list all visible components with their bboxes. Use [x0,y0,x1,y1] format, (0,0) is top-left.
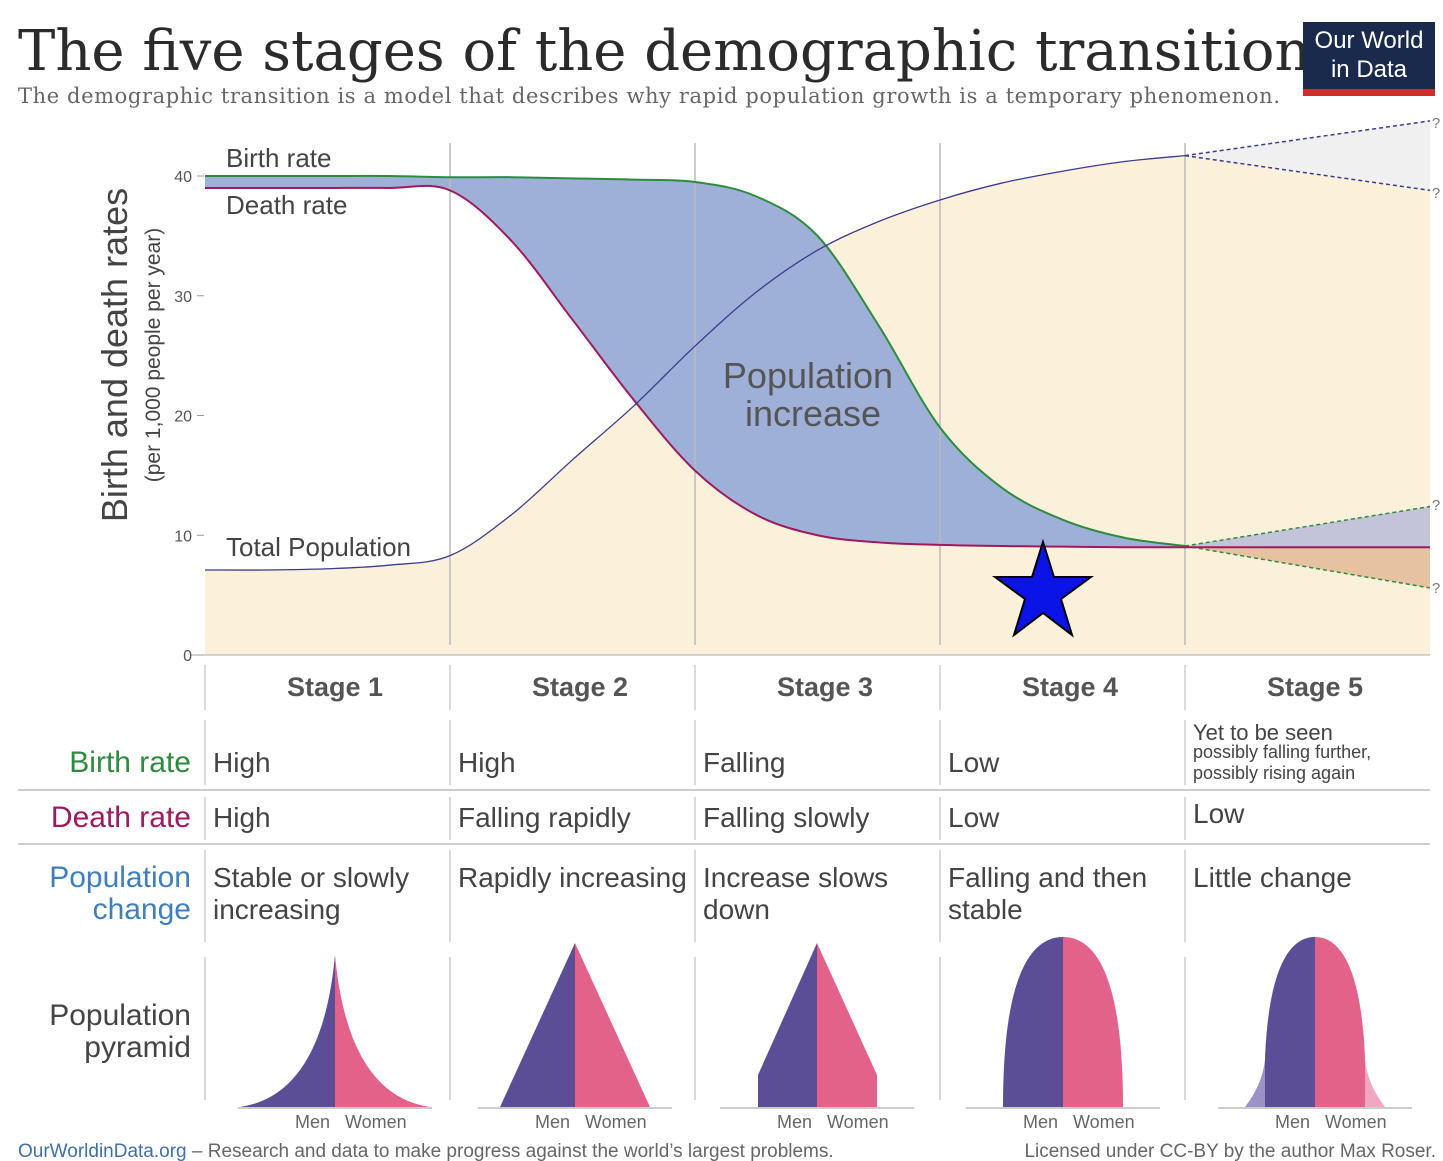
stage5-increase-area [1185,506,1430,548]
pyramid-label: Men [1023,1112,1058,1132]
y-tick-label: 40 [174,169,192,186]
stage-header: Stage 2 [532,672,628,702]
logo-text: in Data [1331,56,1408,83]
stage-header: Stage 5 [1267,672,1363,702]
row-label: Population [49,861,191,894]
y-tick-label: 30 [174,289,192,306]
stage-header: Stage 3 [777,672,873,702]
question-mark: ? [1432,497,1440,514]
y-tick-label: 20 [174,409,192,426]
pyramid-label: Women [585,1112,647,1132]
pyramid-men [240,955,335,1107]
title: The five stages of the demographic trans… [18,19,1311,84]
annotation: increase [745,393,881,434]
pyramids [240,937,1385,1107]
question-mark: ? [1432,115,1440,132]
logo-box [1303,22,1435,96]
pyramid-label: Women [1325,1112,1387,1132]
table-cell: possibly falling further, [1193,742,1371,762]
plot: 0 10 20 30 40 Birth and death rates (per 1,000… [94,115,1440,665]
pyramid-men [1265,937,1315,1107]
table-cell: Falling [703,747,785,778]
table-cell: Low [948,802,1000,833]
pyramid-label: Men [777,1112,812,1132]
row-label: Population [49,999,191,1032]
projection-line [1184,154,1431,192]
table-cell: Stable or slowly [213,862,409,893]
population-uncertainty-area [1185,120,1430,191]
table-cell: possibly rising again [1193,763,1355,783]
pyramid-label: Men [1275,1112,1310,1132]
table-cell: Rapidly increasing [458,862,687,893]
series-label: Total Population [226,532,411,562]
pyramid-women [1315,937,1365,1107]
table-cell: Increase slows [703,862,888,893]
pyramid-women [335,955,430,1107]
table-cell: Low [1193,798,1245,829]
question-mark: ? [1432,580,1440,597]
y-tick-label: 0 [183,648,192,665]
projection-line [1184,505,1431,547]
annotation: Population [723,355,893,396]
pyramid-men [500,943,575,1107]
series-line [204,174,1186,548]
table-cell: Little change [1193,862,1352,893]
table-cell: Low [948,747,1000,778]
table-cell: stable [948,894,1023,925]
row-label: pyramid [84,1031,191,1064]
y-tick-label: 10 [174,528,192,545]
footer-site: OurWorldinData.org [18,1141,187,1161]
stage-header: Stage 1 [287,672,383,702]
pyramid-label: Women [827,1112,889,1132]
question-mark: ? [1432,185,1440,202]
footer-left: OurWorldinData.org – Research and data t… [18,1141,834,1161]
pyramid-label: Men [295,1112,330,1132]
footer-license: Licensed under CC-BY by the author Max R… [1024,1141,1436,1161]
pyramid-label: Men [535,1112,570,1132]
table-cell: increasing [213,894,341,925]
table-cell: High [458,747,516,778]
star-marker [991,538,1095,638]
series-label: Birth rate [226,143,332,173]
table-cell: High [213,747,271,778]
pyramid-label: Women [1073,1112,1135,1132]
pyramid-label: Women [345,1112,407,1132]
pyramid-women [1063,937,1123,1107]
logo-text: Our World [1315,27,1424,54]
row-label: Death rate [51,801,191,834]
table: Stage 1 Stage 2 Stage 3 Stage 4 Stage 5 Birth… [18,665,1430,1132]
stage-header: Stage 4 [1022,672,1118,702]
subtitle: The demographic transition is a model th… [18,84,1280,108]
series-line [204,154,1186,571]
table-cell: down [703,894,770,925]
logo-strip [1303,89,1435,96]
table-cell: Falling rapidly [458,802,631,833]
y-axis-label: Birth and death rates [94,188,135,522]
pyramid-women [817,943,877,1107]
row-label: change [93,893,191,926]
table-cell: High [213,802,271,833]
stage5-decrease-area [1185,546,1430,588]
projection-line [1184,120,1431,157]
pyramid-women [575,943,650,1107]
footer-tagline: – Research and data to make progress aga… [187,1141,834,1161]
pyramid-men [758,943,817,1107]
y-axis-sublabel: (per 1,000 people per year) [142,228,165,483]
series-label: Death rate [226,190,347,220]
pyramid-men [1003,937,1063,1107]
row-label: Birth rate [69,746,191,779]
table-cell: Falling slowly [703,802,870,833]
series-line [204,184,1430,549]
table-cell: Falling and then [948,862,1147,893]
table-cell: Yet to be seen [1193,720,1333,745]
